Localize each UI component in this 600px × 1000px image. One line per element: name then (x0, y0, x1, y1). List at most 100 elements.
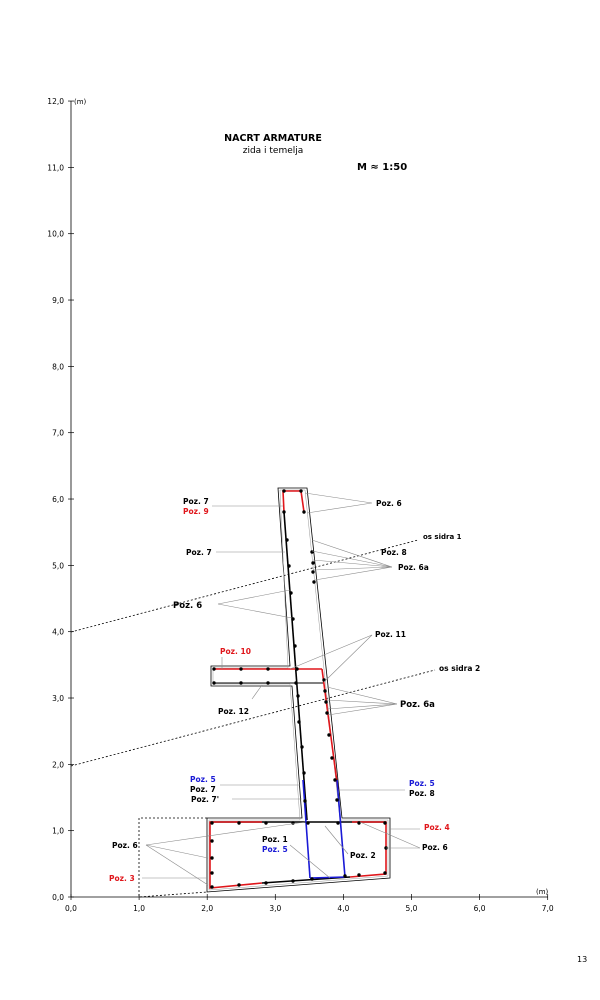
label-poz6-foundation-left: Poz. 6 (112, 841, 138, 850)
label-poz4: Poz. 4 (424, 823, 450, 832)
x-tick-label: 3,0 (269, 904, 281, 913)
rebar-dot (239, 681, 243, 685)
rebar-dot (383, 821, 387, 825)
x-tick-label: 4,0 (337, 904, 349, 913)
rebar-dot (303, 799, 307, 803)
foundation-extension-dashed (138, 817, 208, 898)
label-poz3: Poz. 3 (109, 874, 135, 883)
anchor-line-1-label: os sidra 1 (423, 533, 462, 541)
label-poz5-center: Poz. 5 (262, 845, 288, 854)
x-tick-label: 2,0 (201, 904, 213, 913)
label-poz11: Poz. 11 (375, 630, 406, 639)
y-tick-label: 0,0 (52, 893, 64, 902)
rebar-dot (266, 681, 270, 685)
label-poz6-foundation-right: Poz. 6 (422, 843, 448, 852)
rebar-dot (327, 733, 331, 737)
anchor-line-2 (70, 669, 436, 767)
rebar-dot (324, 700, 328, 704)
rebar-dots (210, 489, 388, 889)
rebar-dot (302, 771, 306, 775)
rebar-dot (311, 570, 315, 574)
label-poz12: Poz. 12 (218, 707, 249, 716)
rebar-dot (212, 681, 216, 685)
rebar-dot (343, 874, 347, 878)
anchor-line-1 (70, 539, 419, 633)
rebar-dot (237, 821, 241, 825)
rebar-dot (357, 873, 361, 877)
label-poz6-top: Poz. 6 (376, 499, 402, 508)
label-poz8-top: Poz. 8 (381, 548, 407, 557)
rebar-dot (239, 667, 243, 671)
y-tick-label: 2,0 (52, 760, 64, 769)
y-tick-label: 11,0 (47, 163, 64, 172)
rebar-dot (333, 778, 337, 782)
rebar-dot (264, 821, 268, 825)
rebar-dot (296, 694, 300, 698)
label-poz9: Poz. 9 (183, 507, 209, 516)
rebar-dot (310, 877, 314, 881)
label-poz1: Poz. 1 (262, 835, 288, 844)
rebar-dot (237, 883, 241, 887)
y-tick-label: 5,0 (52, 561, 64, 570)
rebar-dot (282, 489, 286, 493)
label-poz6a-mid: Poz. 6a (400, 700, 435, 710)
rebar-dot (383, 871, 387, 875)
rebar-dot (325, 711, 329, 715)
x-unit: (m) (536, 888, 549, 896)
y-tick-label: 4,0 (52, 628, 64, 637)
y-tick-label: 10,0 (47, 230, 64, 239)
rebar-dot (287, 564, 291, 568)
x-tick-label: 7,0 (542, 904, 554, 913)
y-tick-label: 12,0 (47, 97, 64, 106)
y-tick-label: 7,0 (52, 429, 64, 438)
y-tick-label: 1,0 (52, 827, 64, 836)
y-tick-label: 6,0 (52, 495, 64, 504)
label-poz7-top: Poz. 7 (183, 497, 209, 506)
label-poz5-left: Poz. 5 (190, 775, 216, 784)
y-unit: (m) (74, 98, 87, 106)
label-poz8-low: Poz. 8 (409, 789, 435, 798)
rebar-dot (289, 591, 293, 595)
y-tick-label: 3,0 (52, 694, 64, 703)
label-poz2: Poz. 2 (350, 851, 376, 860)
rebar-dot (357, 821, 361, 825)
rebar-dot (335, 798, 339, 802)
rebar-dot (210, 871, 214, 875)
label-poz7-prime: Poz. 7' (191, 795, 219, 804)
rebar-dot (295, 667, 299, 671)
x-tick-label: 6,0 (474, 904, 486, 913)
x-tick-label: 0,0 (65, 904, 77, 913)
rebar-dot (336, 821, 340, 825)
rebar-dot (291, 617, 295, 621)
y-tick-label: 8,0 (52, 362, 64, 371)
scale-label: M ≈ 1:50 (357, 162, 407, 173)
rebar-dot (282, 510, 286, 514)
rebar-dot (330, 756, 334, 760)
rebar-dot (210, 821, 214, 825)
drawing-title: NACRT ARMATURE (224, 133, 322, 144)
label-poz10: Poz. 10 (220, 647, 251, 656)
rebar-dot (312, 580, 316, 584)
rebar (209, 490, 387, 889)
label-poz7-mid: Poz. 7 (186, 548, 212, 557)
label-poz6a-top: Poz. 6a (398, 563, 429, 572)
rebar-dot (306, 821, 310, 825)
rebar-dot (294, 681, 298, 685)
rebar-dot (266, 667, 270, 671)
rebar-dot (302, 510, 306, 514)
rebar-dot (297, 720, 301, 724)
anchor-line-2-label: os sidra 2 (439, 664, 480, 673)
rebar-dot (212, 667, 216, 671)
rebar-dot (311, 561, 315, 565)
position-labels: Poz. 7 Poz. 9 Poz. 6 Poz. 7 Poz. 8 Poz. … (109, 497, 450, 883)
rebar-dot (291, 879, 295, 883)
rebar-dot (323, 689, 327, 693)
rebar-dot (210, 885, 214, 889)
rebar-dot (264, 881, 268, 885)
label-poz6-left: Poz. 6 (173, 601, 202, 611)
rebar-dot (285, 538, 289, 542)
x-tick-label: 5,0 (406, 904, 418, 913)
rebar-dot (300, 745, 304, 749)
page-number: 13 (577, 955, 587, 964)
